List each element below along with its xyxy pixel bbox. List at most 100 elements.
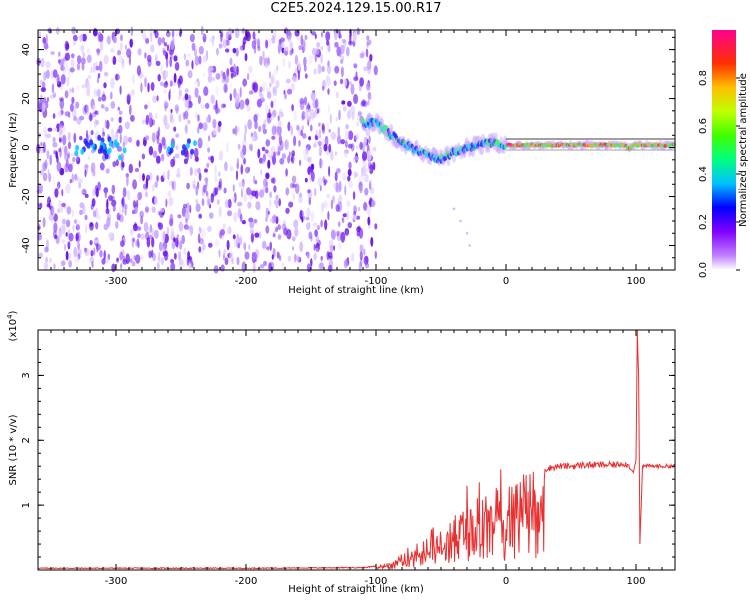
noise-blob [274,125,280,134]
noise-blob [78,181,81,189]
ridge-halo [478,144,483,155]
noise-blob [306,104,311,110]
ridge-halo [388,127,393,138]
noise-blob [144,77,147,88]
ridge-halo [371,122,376,133]
noise-blob [158,241,163,252]
noise-blob [337,194,343,205]
noise-blob [236,157,239,169]
noise-blob [64,111,70,117]
noise-blob [306,252,310,259]
noise-blob [259,86,263,92]
noise-blob [77,248,82,256]
noise-bright-blob [75,144,80,151]
noise-blob [273,99,277,104]
noise-blob [292,246,294,251]
noise-blob [84,193,89,198]
noise-bright-blob [180,149,185,156]
noise-blob [210,193,214,203]
noise-blob [286,228,292,240]
colorbar-tick-label: 0.2 [698,214,709,230]
noise-blob [52,69,58,79]
noise-blob [247,119,253,130]
noise-blob [116,129,120,134]
noise-blob [226,68,230,77]
noise-blob [66,219,71,228]
noise-blob [49,201,53,207]
noise-blob [121,196,125,207]
noise-blob [47,168,50,178]
noise-blob [43,262,49,270]
noise-blob [246,187,251,196]
noise-blob [181,262,186,268]
noise-blob [345,140,348,149]
noise-blob [45,60,51,69]
noise-blob [115,131,119,141]
noise-blob [56,161,62,172]
noise-blob [314,229,318,237]
noise-blob [225,142,229,153]
noise-blob [57,182,60,190]
noise-blob [252,262,256,274]
noise-blob [208,242,213,248]
noise-blob [121,207,124,214]
noise-blob [186,182,191,190]
noise-blob [136,139,140,147]
noise-blob [158,142,163,154]
noise-blob [305,147,309,155]
noise-blob [250,233,254,243]
x-tick-label: -100 [365,276,388,287]
noise-blob [91,198,96,207]
noise-blob [323,143,328,152]
noise-blob [147,100,150,109]
snr-panel: -300 -200 -100 0 100 1 2 3 SNR (10 * v/v) (x104… [6,310,676,595]
noise-blob [285,78,291,84]
noise-blob [67,141,72,150]
noise-blob [64,243,66,251]
noise-blob [352,191,356,200]
noise-blob [340,139,346,145]
noise-blob [38,252,43,258]
noise-blob [76,219,81,231]
noise-blob [264,149,269,154]
noise-blob [53,213,58,222]
noise-blob [97,214,101,220]
noise-blob [291,183,297,188]
noise-blob [306,207,311,217]
noise-blob [103,82,107,89]
noise-blob [198,172,202,182]
noise-blob [347,175,351,182]
noise-blob [267,210,270,215]
noise-blob [185,123,188,135]
noise-blob [342,78,348,87]
noise-blob [145,204,150,215]
noise-blob [126,175,129,187]
noise-blob [318,122,321,127]
noise-blob [191,60,194,70]
ridge-core [462,149,466,154]
noise-blob [240,182,245,192]
noise-blob [187,119,191,125]
noise-blob [329,113,332,124]
noise-blob [169,115,175,125]
noise-blob [350,105,356,114]
snr-scale-suffix: ) [8,310,19,314]
noise-blob [104,106,109,112]
noise-blob [326,39,330,46]
noise-blob [296,124,300,131]
noise-blob [106,35,111,45]
noise-bright-blob [115,142,120,149]
noise-blob [297,70,300,81]
faint-dot [468,244,471,247]
noise-blob [168,91,171,101]
noise-blob [279,158,285,165]
noise-blob [287,35,292,42]
noise-blob [241,178,245,188]
spectrogram-ylabel: Frequency (Hz) [8,112,19,188]
noise-blob [147,82,150,93]
noise-blob [76,85,81,90]
noise-blob [232,195,236,202]
noise-blob [66,153,70,159]
noise-blob [202,55,208,63]
snr-xlabel: Height of straight line (km) [288,584,424,595]
